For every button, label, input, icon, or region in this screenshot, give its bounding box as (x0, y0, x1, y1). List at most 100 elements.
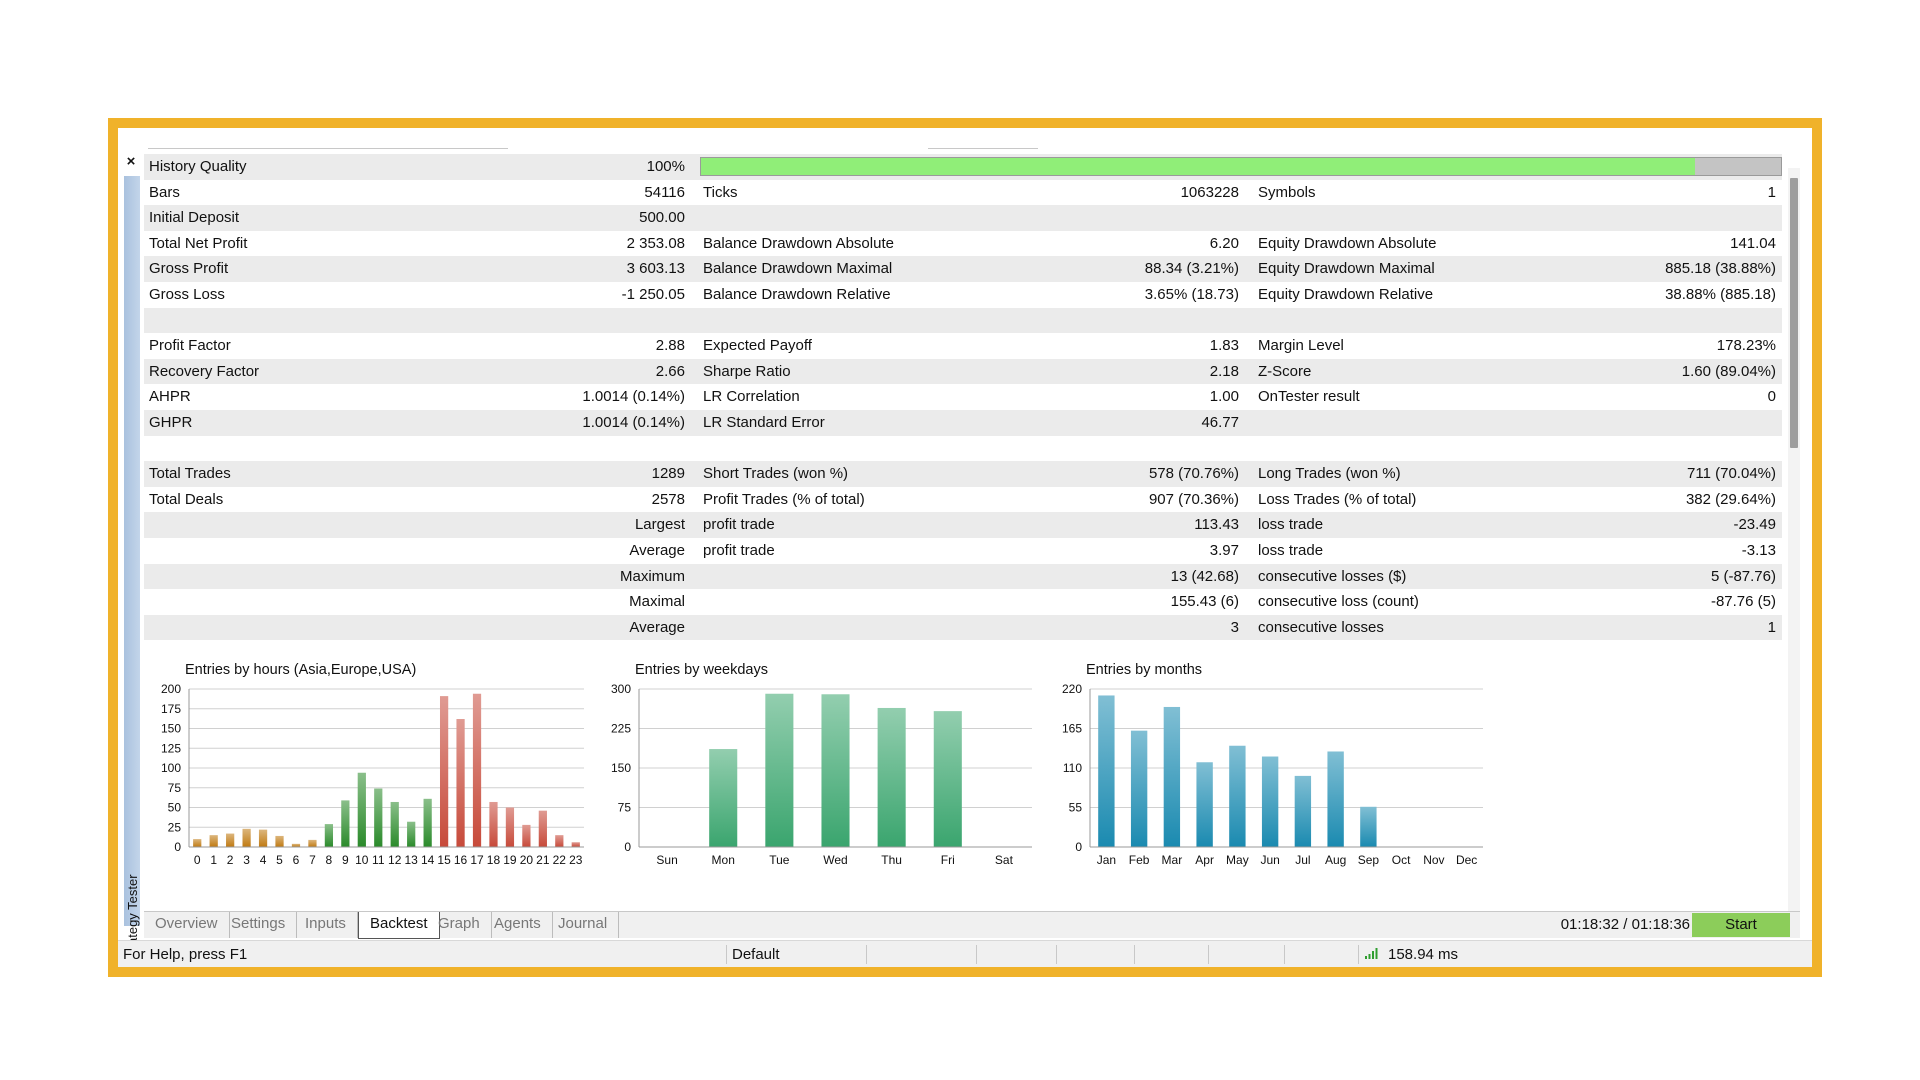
y-tick-label: 175 (161, 702, 181, 716)
stat-label: Total Net Profit (149, 234, 248, 252)
stat-value: 88.34 (3.21%) (1144, 260, 1239, 278)
bar-16 (456, 719, 465, 847)
stat-value: 100% (646, 158, 685, 175)
stats-row-history-quality: History Quality 100% (144, 154, 1782, 180)
x-tick-label: 23 (569, 853, 583, 867)
stat-label: Gross Profit (149, 260, 229, 278)
x-tick-label: Sat (995, 853, 1014, 867)
x-tick-label: Fri (941, 853, 955, 867)
side-panel-strip: Strategy Tester (124, 176, 140, 962)
x-tick-label: Dec (1456, 853, 1477, 867)
stat-value: 1063228 (1180, 183, 1239, 201)
bar-15 (439, 696, 449, 847)
stat-value: 3 603.13 (626, 260, 685, 278)
stat-value: 3 (1230, 618, 1239, 636)
x-tick-label: 17 (470, 853, 484, 867)
chart-title: Entries by hours (Asia,Europe,USA) (185, 662, 417, 678)
stat-value: 2.18 (1209, 362, 1239, 380)
y-tick-label: 0 (174, 840, 181, 854)
tab-settings[interactable]: Settings (220, 912, 298, 938)
x-tick-label: Tue (769, 853, 790, 867)
strategy-tester-window: × Strategy Tester History Quality 100% B… (118, 128, 1812, 967)
stat-value: 2578 (651, 490, 685, 508)
x-tick-label: May (1226, 853, 1249, 867)
stat-label: Recovery Factor (149, 362, 260, 380)
x-tick-label: 1 (210, 853, 217, 867)
vertical-scrollbar[interactable] (1788, 168, 1800, 918)
status-divider (1134, 945, 1135, 964)
backtest-stats-table: History Quality 100% Bars 54116 Ticks 10632… (144, 154, 1782, 666)
chart-svg: 0 75 150 225 300 Sun Mon Tue Wed Thu Fri Sat (611, 682, 1032, 867)
x-tick-label: Nov (1423, 853, 1444, 867)
chart-entries-by-weekdays: 0 75 150 225 300 Sun Mon Tue Wed Thu Fri Sat Entrie… (594, 661, 1114, 871)
stat-value: 6.20 (1209, 234, 1239, 252)
stats-row (144, 435, 1782, 462)
stat-value: 2 353.08 (626, 234, 685, 252)
y-tick-label: 125 (161, 741, 181, 755)
x-tick-label: 19 (503, 853, 517, 867)
status-profile[interactable]: Default (732, 946, 780, 963)
x-tick-label: Sun (656, 853, 677, 867)
bar-apr (1196, 762, 1213, 847)
tab-graph[interactable]: Graph (427, 912, 492, 938)
tab-journal[interactable]: Journal (547, 912, 620, 938)
stat-value: 38.88% (885.18) (1665, 285, 1776, 303)
status-divider (976, 945, 977, 964)
bar-22 (555, 835, 564, 847)
stat-label: Initial Deposit (149, 209, 240, 227)
stat-value: 5 (-87.76) (1710, 567, 1776, 585)
x-tick-label: Feb (1129, 853, 1150, 867)
tab-backtest[interactable]: Backtest (358, 912, 440, 939)
bar-1 (209, 835, 218, 847)
stat-label: profit trade (703, 541, 775, 559)
stat-label: loss trade (1258, 516, 1324, 534)
bar-feb (1130, 730, 1148, 847)
x-tick-label: 22 (553, 853, 567, 867)
stat-label: loss trade (1258, 541, 1324, 559)
stat-value: 13 (42.68) (1170, 567, 1239, 585)
stat-label: Balance Drawdown Absolute (703, 234, 894, 252)
status-divider (1208, 945, 1209, 964)
bar-6 (291, 843, 301, 847)
status-ping: 158.94 ms (1388, 946, 1459, 963)
stat-group-label: Average (629, 618, 685, 636)
scrollbar-thumb[interactable] (1790, 178, 1798, 448)
status-divider (1056, 945, 1057, 964)
bar-9 (341, 800, 350, 847)
y-tick-label: 150 (611, 761, 631, 775)
bar-14 (423, 798, 432, 847)
bar-jun (1261, 756, 1279, 847)
bar-jul (1294, 775, 1312, 847)
stat-value: 1289 (651, 465, 685, 483)
stat-label: Z-Score (1258, 362, 1312, 380)
stat-label: profit trade (703, 516, 775, 534)
stat-label: AHPR (149, 388, 191, 406)
highlight-frame: × Strategy Tester History Quality 100% B… (108, 118, 1822, 977)
bar-12 (390, 801, 399, 847)
bar-11 (374, 788, 383, 847)
bar-13 (407, 821, 416, 847)
stat-group-label: Average (629, 541, 685, 559)
tab-overview[interactable]: Overview (144, 912, 230, 938)
close-icon[interactable]: × (126, 153, 136, 170)
start-button[interactable]: Start (1692, 913, 1790, 937)
tab-inputs[interactable]: Inputs (294, 912, 358, 938)
tab-agents[interactable]: Agents (483, 912, 553, 938)
x-tick-label: 7 (309, 853, 316, 867)
y-tick-label: 150 (161, 722, 181, 736)
splitter-handle[interactable] (928, 148, 1038, 149)
bar-18 (489, 801, 498, 847)
status-divider (866, 945, 867, 964)
bar-0 (193, 839, 202, 847)
stats-row: Total Trades 1289 Short Trades (won %) 578 … (144, 461, 1782, 487)
stat-value: 0 (1767, 388, 1776, 406)
stat-value: 1 (1767, 618, 1776, 636)
bar-19 (505, 807, 515, 847)
stat-label: Margin Level (1258, 337, 1344, 355)
stats-row: Average 3 consecutive losses 1 (144, 614, 1782, 641)
bar-aug (1327, 751, 1344, 847)
y-tick-label: 55 (1069, 801, 1083, 815)
history-quality-bar (700, 157, 1782, 176)
y-tick-label: 75 (168, 781, 182, 795)
stat-label: consecutive losses (1258, 618, 1384, 636)
